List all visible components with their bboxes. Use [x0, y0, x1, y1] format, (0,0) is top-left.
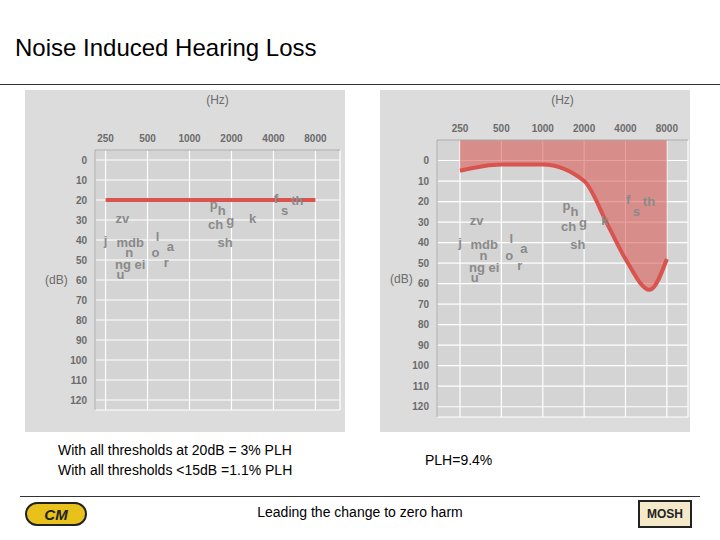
svg-text:30: 30 [76, 215, 88, 226]
svg-text:0: 0 [81, 155, 87, 166]
svg-text:8000: 8000 [304, 133, 327, 144]
svg-text:500: 500 [139, 133, 156, 144]
svg-text:f: f [626, 192, 631, 207]
svg-text:r: r [517, 258, 522, 273]
svg-text:20: 20 [418, 196, 430, 207]
svg-text:zv: zv [470, 213, 485, 228]
svg-text:100: 100 [70, 355, 87, 366]
svg-text:ng ei: ng ei [469, 259, 500, 275]
svg-text:70: 70 [418, 299, 430, 310]
svg-text:500: 500 [493, 123, 510, 134]
svg-text:250: 250 [452, 123, 469, 134]
svg-text:s: s [633, 204, 640, 219]
svg-text:th: th [643, 194, 655, 209]
svg-text:120: 120 [412, 401, 429, 412]
svg-text:90: 90 [418, 340, 430, 351]
svg-text:p: p [563, 198, 571, 213]
svg-text:k: k [249, 211, 257, 226]
svg-text:ng ei: ng ei [114, 256, 146, 272]
svg-text:a: a [520, 241, 528, 256]
svg-text:g: g [226, 213, 234, 228]
svg-text:sh: sh [570, 237, 585, 252]
svg-text:sh: sh [218, 235, 233, 250]
html-text:Noise Induced Hearing Loss: Noise Induced Hearing Loss [15, 34, 317, 61]
svg-text:250: 250 [97, 133, 114, 144]
svg-text:f: f [274, 191, 279, 206]
svg-text:110: 110 [71, 375, 88, 386]
svg-text:u: u [471, 270, 479, 285]
svg-text:h: h [218, 203, 226, 218]
svg-text:50: 50 [76, 255, 88, 266]
svg-text:j: j [103, 233, 108, 248]
svg-text:2000: 2000 [220, 133, 243, 144]
svg-text:n: n [125, 244, 134, 260]
svg-text:10: 10 [418, 176, 430, 187]
svg-text:(dB): (dB) [45, 273, 68, 287]
svg-text:mdb: mdb [470, 237, 498, 253]
svg-text:(Hz): (Hz) [551, 93, 574, 107]
svg-text:8000: 8000 [656, 123, 679, 134]
svg-text:s: s [281, 203, 288, 218]
svg-text:ch: ch [208, 217, 223, 232]
svg-text:120: 120 [70, 395, 87, 406]
svg-text:(dB): (dB) [390, 272, 413, 286]
svg-text:o: o [505, 248, 513, 263]
svg-text:zv: zv [116, 211, 130, 226]
svg-text:j: j [457, 235, 462, 250]
svg-text:90: 90 [76, 335, 88, 346]
svg-text:4000: 4000 [614, 123, 637, 134]
html-text:Leading the change to zero har: Leading the change to zero harm [257, 504, 463, 520]
svg-text:n: n [479, 247, 488, 263]
svg-text:1000: 1000 [178, 133, 201, 144]
svg-text:o: o [151, 245, 159, 260]
svg-text:4000: 4000 [262, 133, 285, 144]
html-text:PLH=9.4%: PLH=9.4% [425, 452, 493, 468]
svg-text:10: 10 [76, 175, 88, 186]
svg-text:50: 50 [418, 258, 430, 269]
svg-text:l: l [509, 231, 513, 246]
svg-text:a: a [167, 239, 175, 254]
svg-text:100: 100 [412, 360, 429, 371]
html-text:With all thresholds <15dB =1.1: With all thresholds <15dB =1.1% PLH [58, 462, 293, 478]
svg-text:r: r [164, 255, 169, 270]
svg-text:60: 60 [418, 278, 430, 289]
svg-text:40: 40 [418, 237, 430, 248]
html-text:MOSH: MOSH [647, 507, 683, 521]
svg-text:ch: ch [561, 219, 576, 234]
svg-text:l: l [156, 229, 160, 244]
svg-text:70: 70 [76, 295, 88, 306]
html-text:With all thresholds at 20dB =: With all thresholds at 20dB = 3% PLH [58, 442, 292, 458]
svg-text:p: p [210, 197, 218, 212]
svg-text:th: th [291, 193, 303, 208]
svg-text:g: g [579, 215, 587, 230]
svg-text:0: 0 [423, 155, 429, 166]
svg-text:h: h [570, 204, 578, 219]
svg-text:mdb: mdb [116, 234, 144, 250]
svg-text:80: 80 [76, 315, 88, 326]
svg-text:60: 60 [76, 275, 88, 286]
svg-text:40: 40 [76, 235, 88, 246]
svg-text:20: 20 [76, 195, 88, 206]
svg-text:u: u [117, 267, 125, 282]
svg-text:30: 30 [418, 217, 430, 228]
svg-text:110: 110 [413, 381, 430, 392]
svg-text:1000: 1000 [532, 123, 555, 134]
svg-text:k: k [601, 213, 609, 228]
svg-text:2000: 2000 [573, 123, 596, 134]
svg-text:(Hz): (Hz) [206, 93, 229, 107]
svg-text:80: 80 [418, 319, 430, 330]
html-text:CM: CM [44, 505, 68, 523]
